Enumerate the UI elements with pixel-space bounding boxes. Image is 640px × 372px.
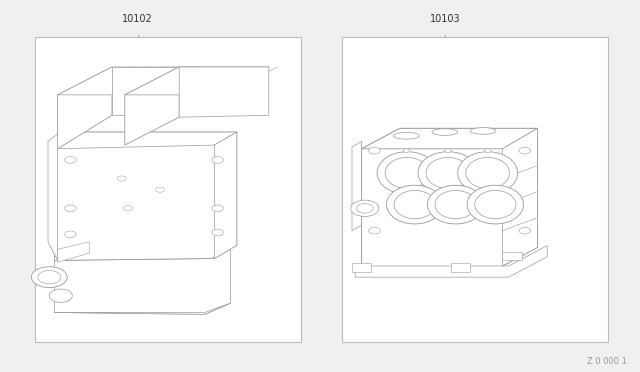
Circle shape: [519, 147, 531, 154]
Polygon shape: [352, 141, 362, 231]
Circle shape: [156, 187, 164, 192]
Ellipse shape: [377, 152, 437, 194]
Ellipse shape: [428, 185, 484, 224]
Circle shape: [117, 176, 126, 181]
Polygon shape: [125, 67, 269, 95]
Ellipse shape: [426, 157, 470, 189]
Ellipse shape: [387, 185, 443, 224]
Polygon shape: [54, 132, 237, 149]
Circle shape: [519, 227, 531, 234]
Circle shape: [369, 227, 380, 234]
Circle shape: [403, 149, 410, 153]
Circle shape: [124, 206, 132, 211]
Polygon shape: [112, 67, 198, 115]
Circle shape: [49, 289, 72, 302]
Polygon shape: [179, 67, 269, 117]
Ellipse shape: [458, 152, 518, 194]
Bar: [342, 37, 608, 342]
Circle shape: [31, 267, 67, 288]
Circle shape: [369, 147, 380, 154]
Circle shape: [484, 149, 491, 153]
Polygon shape: [54, 303, 230, 314]
Ellipse shape: [394, 132, 419, 139]
Ellipse shape: [394, 190, 435, 219]
Polygon shape: [355, 246, 547, 277]
Polygon shape: [352, 263, 371, 272]
Ellipse shape: [385, 157, 429, 189]
Ellipse shape: [432, 129, 458, 135]
Circle shape: [445, 149, 451, 153]
Ellipse shape: [466, 157, 509, 189]
Circle shape: [212, 157, 223, 163]
Polygon shape: [58, 67, 198, 95]
Polygon shape: [58, 67, 112, 149]
Polygon shape: [54, 249, 230, 314]
Circle shape: [65, 157, 76, 163]
Ellipse shape: [467, 185, 524, 224]
Polygon shape: [451, 263, 470, 272]
Polygon shape: [58, 242, 90, 262]
Ellipse shape: [475, 190, 516, 219]
Polygon shape: [54, 132, 237, 260]
Circle shape: [212, 205, 223, 212]
Polygon shape: [362, 128, 538, 149]
Polygon shape: [502, 128, 538, 266]
Text: 10103: 10103: [429, 14, 460, 24]
Text: Z 0 000 1: Z 0 000 1: [588, 357, 627, 366]
Ellipse shape: [470, 128, 496, 134]
Ellipse shape: [418, 152, 478, 194]
Polygon shape: [362, 128, 538, 268]
Circle shape: [356, 203, 373, 213]
Circle shape: [38, 270, 61, 284]
Text: 10102: 10102: [122, 14, 153, 24]
Polygon shape: [125, 67, 179, 145]
Polygon shape: [54, 249, 230, 260]
Polygon shape: [214, 132, 237, 259]
Circle shape: [351, 200, 379, 217]
Circle shape: [212, 229, 223, 236]
Bar: [35, 37, 301, 342]
Polygon shape: [502, 252, 522, 260]
Circle shape: [65, 205, 76, 212]
Polygon shape: [48, 134, 58, 260]
Ellipse shape: [435, 190, 476, 219]
Circle shape: [65, 231, 76, 238]
